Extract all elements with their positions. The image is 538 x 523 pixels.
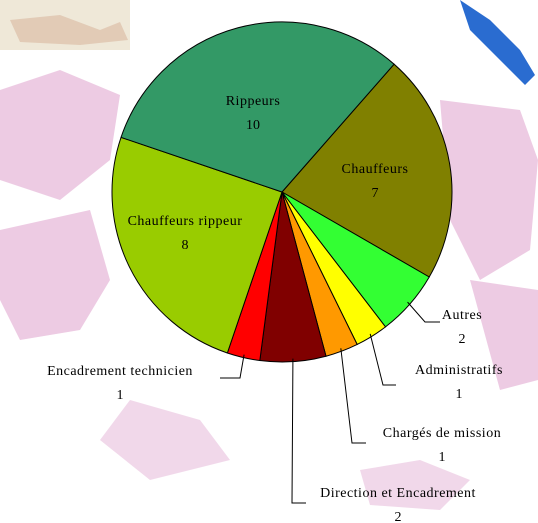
slice-value: 1 (456, 387, 463, 402)
pie-slice (111, 136, 283, 354)
slice-label: Direction et Encadrement (320, 486, 476, 501)
slice-label: Rippeurs (226, 94, 281, 109)
slice-label: Chauffeurs rippeur (128, 214, 243, 229)
slice-value: 10 (246, 118, 260, 133)
pie-slice (281, 63, 453, 278)
slice-label: Administratifs (415, 363, 503, 378)
slice-value: 7 (372, 186, 379, 201)
pie-slice (120, 21, 395, 193)
slice-value: 8 (182, 238, 189, 253)
leader-line (340, 348, 366, 444)
leader-line (220, 354, 245, 379)
leader-line (291, 358, 306, 504)
leader-line (407, 301, 440, 323)
leader-line (369, 333, 396, 386)
slice-label: Chauffeurs (342, 162, 409, 177)
slice-value: 2 (395, 510, 402, 523)
slice-value: 1 (439, 450, 446, 465)
map-background (0, 0, 538, 510)
slice-value: 1 (117, 388, 124, 403)
slice-label: Chargés de mission (383, 426, 501, 441)
slice-value: 2 (459, 332, 466, 347)
slice-label: Encadrement technicien (47, 364, 193, 379)
slice-label: Autres (442, 308, 482, 323)
